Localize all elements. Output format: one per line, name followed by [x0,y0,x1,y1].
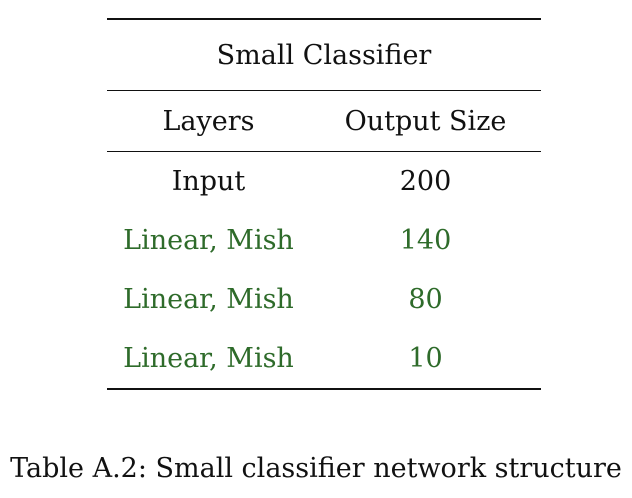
table-caption: Table A.2: Small classifier network stru… [10,453,622,484]
header-output-size: Output Size [344,105,507,137]
bottom-rule [107,388,541,390]
table-row: Linear, Mish 140 [107,211,541,270]
layer-cell: Input [171,166,246,197]
output-size-cell: 10 [408,343,443,374]
table-title-row: Small Classifier [107,20,541,90]
header-row: Layers Output Size [107,91,541,151]
layer-cell: Linear, Mish [123,284,294,315]
table-row: Linear, Mish 80 [107,270,541,329]
table-title: Small Classifier [216,39,432,71]
layer-cell: Linear, Mish [123,343,294,374]
network-structure-table: Small Classifier Layers Output Size Inpu… [107,18,541,390]
title-rule [107,90,541,91]
output-size-cell: 80 [408,284,443,315]
table-row: Linear, Mish 10 [107,329,541,388]
header-layers: Layers [162,105,255,137]
output-size-cell: 200 [399,166,452,197]
header-rule [107,151,541,152]
output-size-cell: 140 [399,225,452,256]
table-row: Input 200 [107,152,541,211]
layer-cell: Linear, Mish [123,225,294,256]
top-rule [107,18,541,20]
